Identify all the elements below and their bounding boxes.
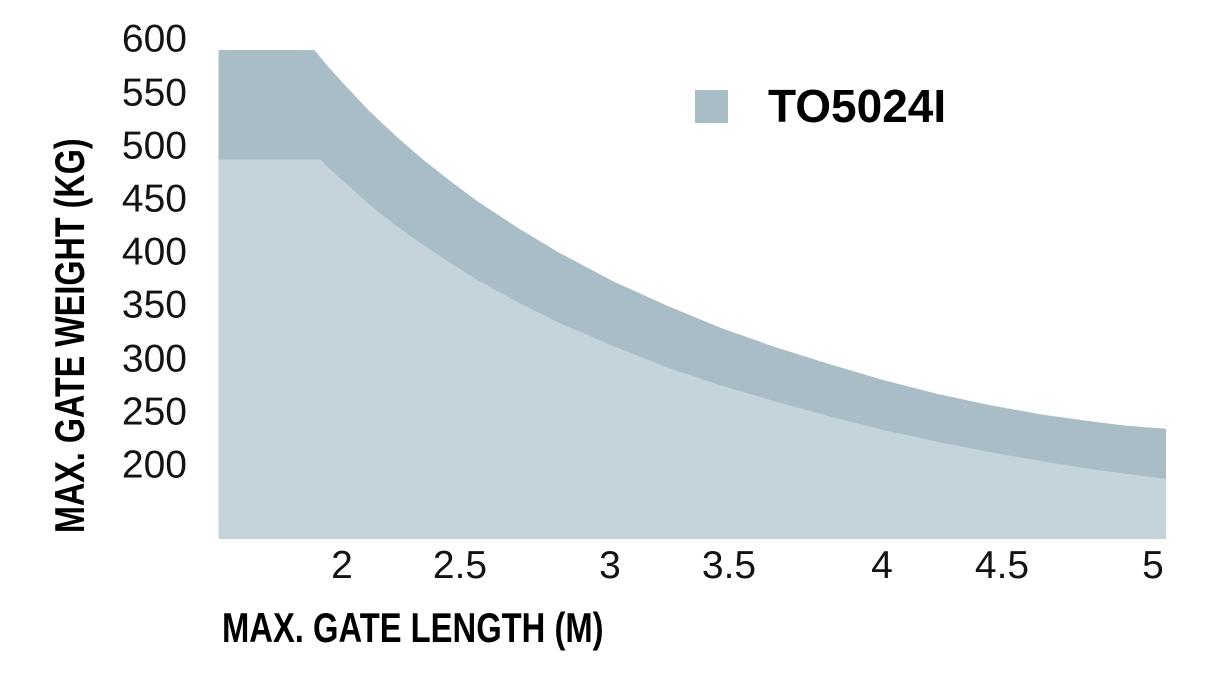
x-tick-label: 5 [1142, 544, 1164, 587]
y-tick-label: 450 [121, 177, 187, 221]
y-tick-label: 250 [121, 390, 187, 434]
y-tick-label: 300 [121, 337, 187, 381]
y-axis-title: MAX. GATE WEIGHT (KG) [46, 138, 93, 533]
area-to5024i-inner-fill [218, 159, 1166, 539]
x-tick-label: 4 [871, 544, 893, 587]
x-axis-title: MAX. GATE LENGTH (M) [222, 604, 604, 651]
legend: TO5024I [695, 80, 947, 132]
y-axis-tick-labels: 600 550 500 450 400 350 300 250 200 [0, 0, 187, 677]
x-tick-label: 2.5 [432, 544, 488, 587]
x-tick-label: 2 [331, 544, 353, 587]
y-tick-label: 500 [121, 124, 187, 168]
x-tick-label: 4.5 [974, 544, 1030, 587]
y-tick-label: 200 [121, 443, 187, 487]
x-axis-tick-labels: 2 2.5 3 3.5 4 4.5 5 [0, 546, 1214, 591]
x-tick-label: 3 [599, 544, 621, 587]
x-tick-label: 3.5 [701, 544, 757, 587]
legend-label-to5024i: TO5024I [768, 80, 947, 132]
legend-swatch-icon [695, 90, 728, 123]
y-tick-label: 350 [121, 283, 187, 327]
y-tick-label: 550 [121, 71, 187, 115]
y-tick-label: 400 [121, 230, 187, 274]
y-tick-label: 600 [121, 17, 187, 61]
